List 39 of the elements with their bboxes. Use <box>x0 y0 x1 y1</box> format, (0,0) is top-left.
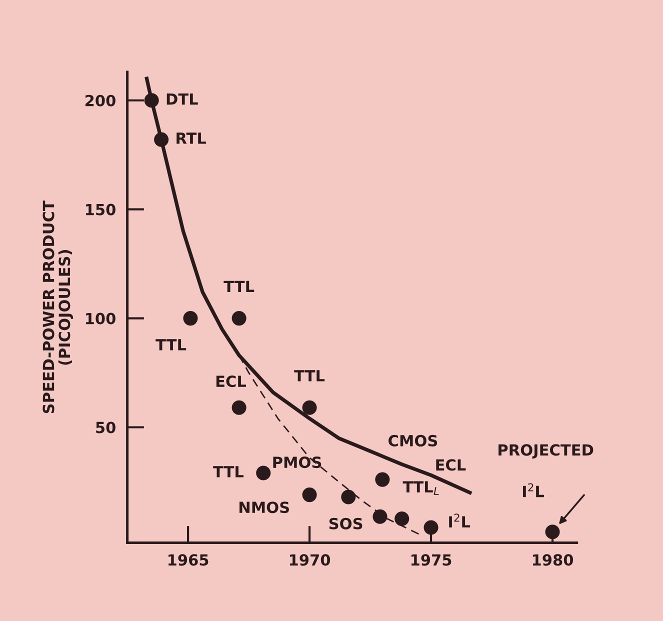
point <box>232 400 246 415</box>
point <box>154 132 169 147</box>
annotation: PROJECTED <box>498 444 594 459</box>
annotation: I$^{2}$L <box>523 483 544 498</box>
point <box>341 490 356 504</box>
annotation: DTL <box>166 93 198 105</box>
y-tick-label: 100 <box>86 312 116 324</box>
point <box>545 524 560 540</box>
annotation: TTL <box>156 339 186 350</box>
annotation: TTL <box>224 280 254 292</box>
point <box>144 93 159 108</box>
annotation: TTL <box>294 370 325 382</box>
annotation: ECL <box>436 459 466 471</box>
point <box>394 512 410 526</box>
x-tick-label: 1975 <box>411 554 452 566</box>
point <box>424 520 438 535</box>
point <box>232 311 246 326</box>
annotation: I$^{2}$L <box>449 514 470 528</box>
annotation: TTL$_{L}$ <box>402 481 439 495</box>
annotation: TTL <box>213 466 244 478</box>
annotation: PMOS <box>273 456 322 468</box>
point <box>372 509 388 524</box>
annotation: RTL <box>176 132 206 144</box>
x-tick-label: 1980 <box>532 554 574 566</box>
point <box>302 400 317 415</box>
x-tick-label: 1965 <box>168 554 208 566</box>
annotation: CMOS <box>388 434 438 446</box>
point <box>183 311 198 326</box>
annotation: ECL <box>216 376 246 388</box>
y-tick-label: 150 <box>86 204 116 216</box>
y-tick-label: 50 <box>96 422 116 434</box>
point <box>302 488 317 502</box>
x-tick-label: 1970 <box>290 554 330 566</box>
point <box>256 466 271 480</box>
annotation: SOS <box>329 518 362 530</box>
y-tick-label: 200 <box>86 94 116 106</box>
y-axis-title: SPEED-POWER PRODUCT (PICOJOULES) <box>42 200 74 414</box>
annotation: NMOS <box>240 502 289 514</box>
point <box>375 472 390 487</box>
